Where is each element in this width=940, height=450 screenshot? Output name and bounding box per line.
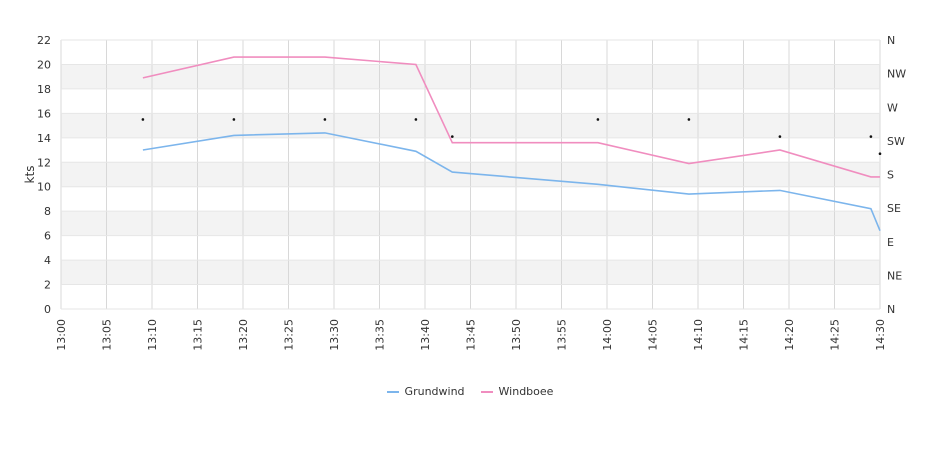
y-tick-label: 8 — [44, 205, 51, 218]
series-line-windboee — [142, 56, 880, 178]
y-tick-label: 4 — [44, 254, 51, 267]
x-tick-label: 14:15 — [738, 319, 751, 351]
x-tick-label: 13:05 — [101, 319, 114, 351]
direction-tick-label: W — [887, 101, 898, 114]
x-tick-label: 14:10 — [692, 319, 705, 351]
direction-marker — [141, 118, 145, 121]
legend-label: Windboee — [498, 385, 554, 398]
x-tick-label: 13:55 — [556, 319, 569, 351]
direction-marker — [451, 135, 454, 138]
direction-marker — [878, 152, 882, 156]
direction-tick-label: SW — [887, 135, 905, 148]
x-tick-label: 13:40 — [419, 319, 432, 351]
x-tick-label: 14:20 — [783, 319, 796, 351]
legend-label: Grundwind — [404, 385, 465, 398]
direction-tick-label: E — [887, 236, 894, 249]
y-axis-title: kts — [23, 166, 37, 184]
y-tick-label: 20 — [37, 58, 51, 71]
y-tick-label: 6 — [44, 230, 51, 243]
direction-tick-label: NE — [887, 269, 902, 282]
x-tick-label: 13:25 — [283, 319, 296, 351]
y-tick-label: 12 — [37, 156, 51, 169]
x-tick-label: 13:45 — [465, 319, 478, 351]
y-tick-label: 14 — [37, 132, 51, 145]
series-line-grundwind — [142, 132, 881, 232]
direction-marker — [596, 118, 600, 121]
x-tick-label: 13:15 — [192, 319, 205, 351]
x-tick-label: 13:35 — [374, 319, 387, 351]
y-tick-label: 22 — [37, 34, 51, 47]
direction-marker — [778, 135, 782, 138]
x-tick-label: 14:00 — [601, 319, 614, 351]
direction-marker — [323, 118, 327, 121]
legend-item-grundwind[interactable]: Grundwind — [386, 385, 465, 398]
direction-marker — [232, 118, 236, 121]
y-tick-label: 16 — [37, 107, 51, 120]
x-tick-label: 13:20 — [237, 319, 250, 351]
direction-marker — [869, 135, 873, 138]
x-tick-label: 13:30 — [328, 319, 341, 351]
legend: Grundwind Windboee — [0, 385, 940, 398]
legend-swatch — [480, 390, 493, 393]
x-tick-label: 13:50 — [510, 319, 523, 351]
direction-tick-label: NW — [887, 68, 906, 81]
direction-tick-label: N — [887, 34, 895, 47]
direction-tick-label: S — [887, 169, 894, 182]
legend-item-windboee[interactable]: Windboee — [480, 385, 554, 398]
direction-tick-label: SE — [887, 202, 901, 215]
y-tick-label: 18 — [37, 83, 51, 96]
direction-tick-label: N — [887, 303, 895, 316]
x-tick-label: 14:05 — [647, 319, 660, 351]
direction-marker — [414, 118, 418, 121]
y-tick-label: 10 — [37, 181, 51, 194]
x-tick-label: 13:00 — [55, 319, 68, 351]
y-tick-label: 0 — [44, 303, 51, 316]
x-tick-label: 13:10 — [146, 319, 159, 351]
y-tick-label: 2 — [44, 279, 51, 292]
x-tick-label: 14:30 — [874, 319, 887, 351]
x-tick-label: 14:25 — [829, 319, 842, 351]
direction-marker — [687, 118, 691, 121]
legend-swatch — [386, 390, 399, 393]
